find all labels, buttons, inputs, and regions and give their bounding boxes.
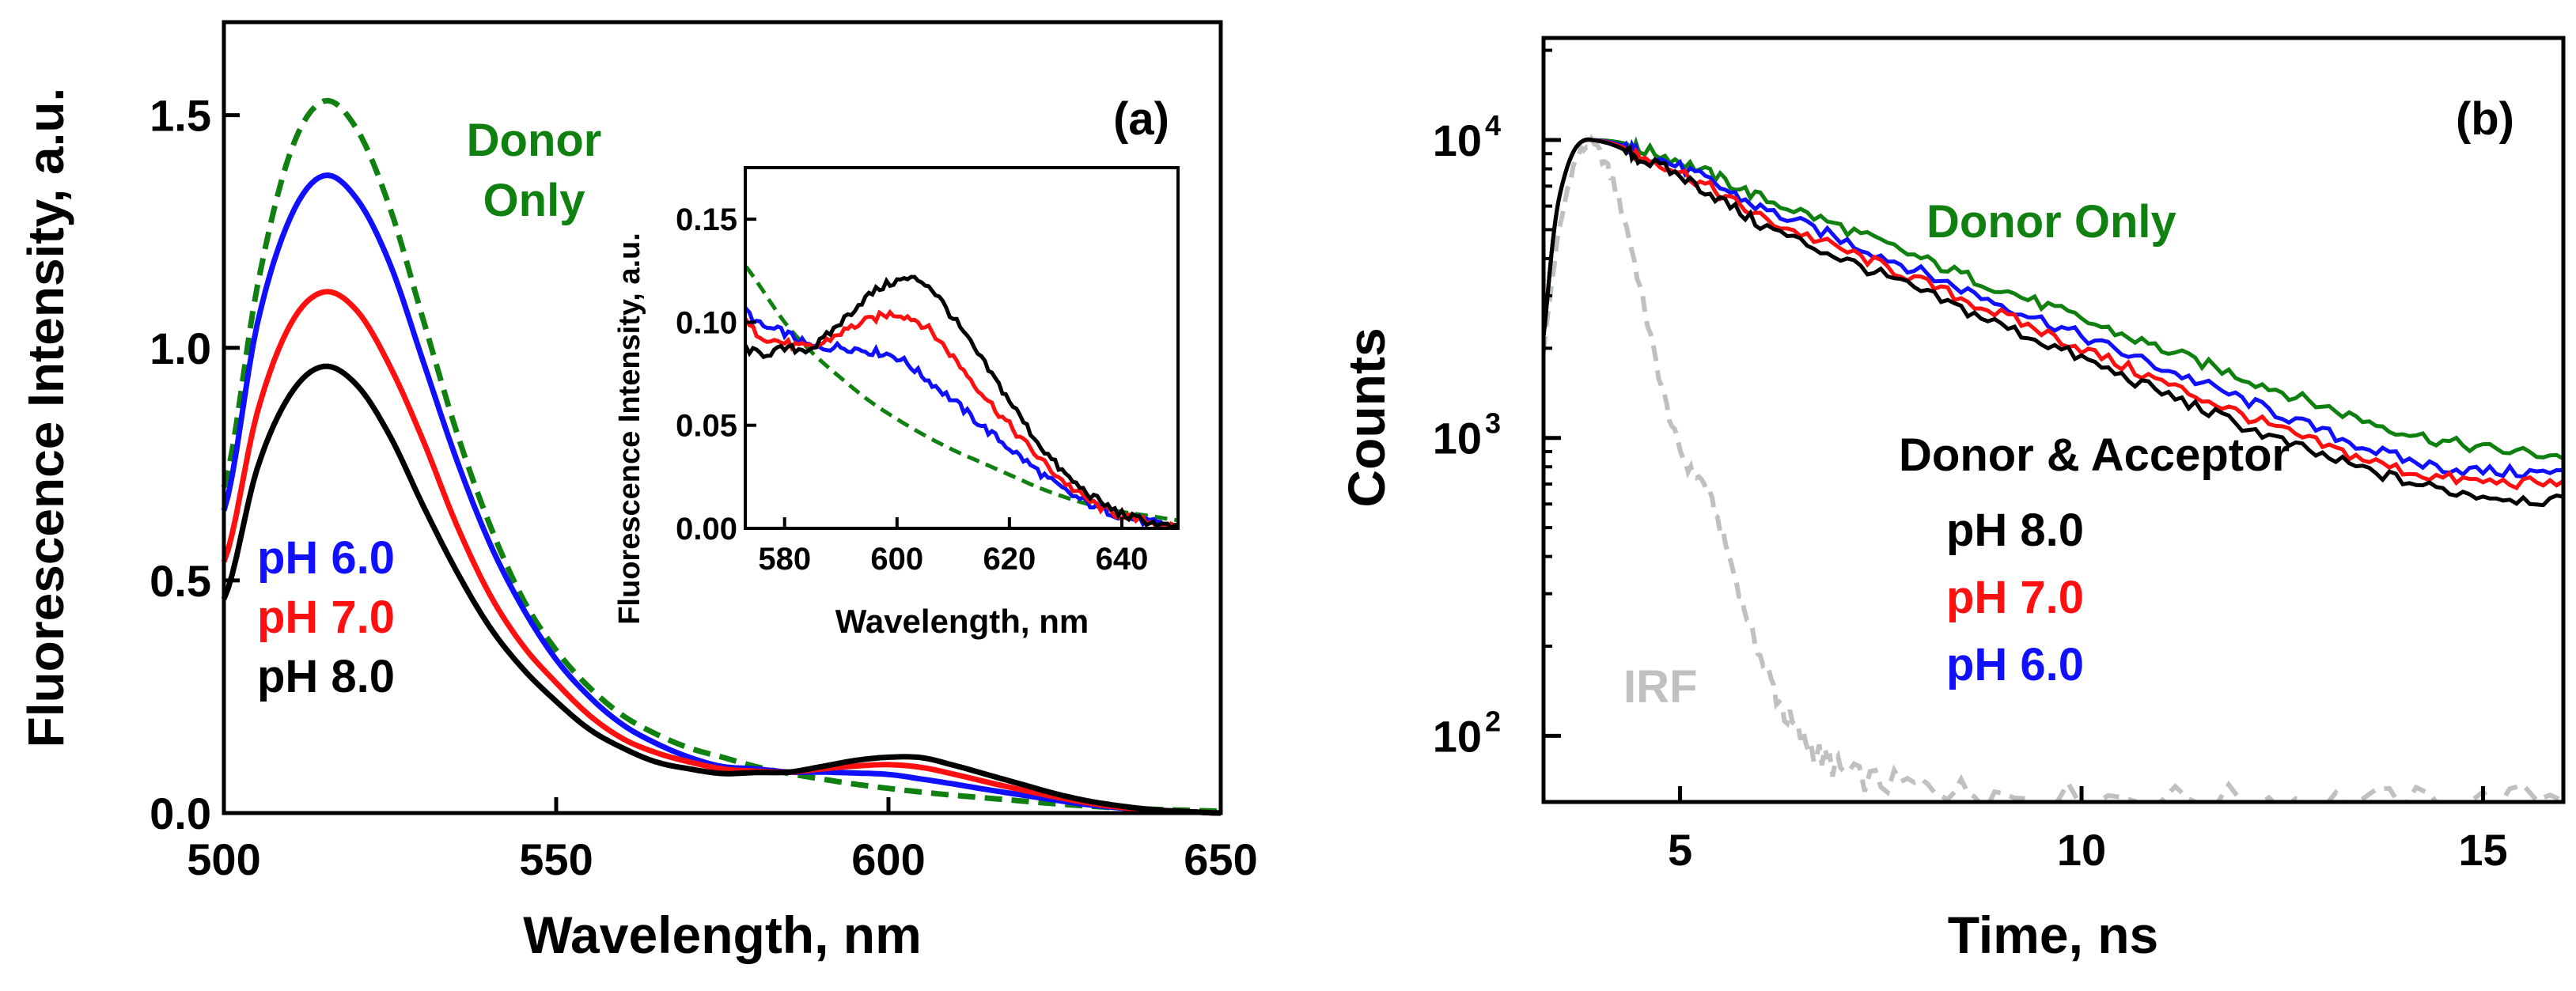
inset-y-tick-label: 0.15 — [676, 202, 737, 237]
panel-a-y-tick-label: 1.0 — [150, 323, 211, 373]
panel-b-y-tick-exponent: 3 — [1485, 407, 1501, 440]
legend-ph7-label: pH 7.0 — [257, 592, 395, 643]
panel-a-x-axis-label: Wavelength, nm — [523, 906, 922, 964]
donor-only-label-line2: Only — [483, 175, 585, 226]
legend-ph6-label-b: pH 6.0 — [1946, 639, 2084, 690]
inset-x-tick-label: 640 — [1096, 542, 1149, 577]
donor-only-label-line1: Donor — [467, 115, 602, 166]
panel-a-y-tick-label: 0.5 — [150, 556, 211, 606]
panel-b-series-2 — [1544, 138, 2563, 479]
inset-x-tick-label: 580 — [758, 542, 811, 577]
panel-a-series-2 — [221, 289, 1222, 816]
panel-b-y-tick-label: 10 — [1433, 115, 1482, 165]
panel-a-y-tick-label: 1.5 — [150, 91, 211, 141]
panel-a-x-ticks: 500 550 600 650 — [187, 797, 1258, 884]
panel-b-y-tick-exponent: 2 — [1485, 705, 1501, 737]
inset-series-2 — [745, 308, 1178, 528]
inset-x-tick-label: 600 — [870, 542, 923, 577]
panel-a-series-0 — [221, 97, 1221, 815]
donor-only-label: Donor Only — [1926, 196, 2176, 248]
panel-a-tag: (a) — [1113, 93, 1169, 145]
panel-b-x-tick-label: 5 — [1668, 825, 1692, 875]
legend-ph6-label: pH 6.0 — [257, 532, 395, 584]
panel-b-x-tick-label: 15 — [2458, 825, 2507, 875]
panel-a-y-tick-label: 0.0 — [150, 789, 211, 838]
panel-b-y-axis-label: Counts — [1337, 327, 1396, 507]
panel-a-x-tick-label: 500 — [187, 834, 260, 884]
inset-x-ticks: 580 600 620 640 — [758, 517, 1148, 577]
inset-x-tick-label: 620 — [983, 542, 1036, 577]
panel-a-series-3 — [221, 363, 1222, 816]
irf-label: IRF — [1623, 661, 1697, 713]
inset-chart: 580 600 620 640 0.00 0.05 0.10 0.15 Wavelength… — [613, 166, 1180, 640]
inset-y-ticks: 0.00 0.05 0.10 0.15 — [676, 202, 756, 547]
panel-b-y-tick-exponent: 4 — [1485, 109, 1501, 142]
inset-y-axis-label: Fluorescence Intensity, a.u. — [613, 233, 646, 625]
inset-y-tick-label: 0.10 — [676, 305, 737, 340]
legend-ph8-label: pH 8.0 — [257, 651, 395, 702]
panel-a-frame — [222, 20, 1223, 815]
panel-a-x-tick-label: 550 — [519, 834, 593, 884]
inset-series — [745, 262, 1178, 528]
donor-acceptor-label: Donor & Acceptor — [1899, 429, 2290, 481]
inset-series-3 — [745, 274, 1178, 528]
panel-a-series — [221, 97, 1222, 816]
panel-b-x-axis-label: Time, ns — [1948, 906, 2159, 964]
panel-b-x-ticks: 5 10 15 — [1668, 786, 2508, 875]
legend-ph7-label-b: pH 7.0 — [1946, 572, 2084, 623]
panel-b-y-tick-label: 10 — [1433, 711, 1482, 761]
inset-frame — [744, 166, 1180, 530]
legend-ph8-label-b: pH 8.0 — [1946, 505, 2084, 556]
inset-x-axis-label: Wavelength, nm — [835, 603, 1089, 640]
panel-a-y-axis-label: Fluorescence Intensity, a.u. — [17, 88, 74, 748]
panel-b-series-4 — [1544, 137, 2563, 508]
panel-b-x-tick-label: 10 — [2057, 825, 2106, 875]
panel-a: 500 550 600 650 0.0 0.5 1.0 1.5 Wavelength, nm… — [17, 20, 1258, 964]
inset-y-tick-label: 0.05 — [676, 409, 737, 444]
panel-b-frame — [1541, 36, 2566, 804]
inset-y-tick-label: 0.00 — [676, 512, 737, 547]
panel-b-y-tick-label: 10 — [1433, 414, 1482, 463]
panel-a-x-tick-label: 600 — [851, 834, 925, 884]
panel-a-y-ticks: 0.0 0.5 1.0 1.5 — [150, 91, 240, 838]
panel-b-tag: (b) — [2456, 93, 2514, 145]
panel-a-x-tick-label: 650 — [1184, 834, 1257, 884]
